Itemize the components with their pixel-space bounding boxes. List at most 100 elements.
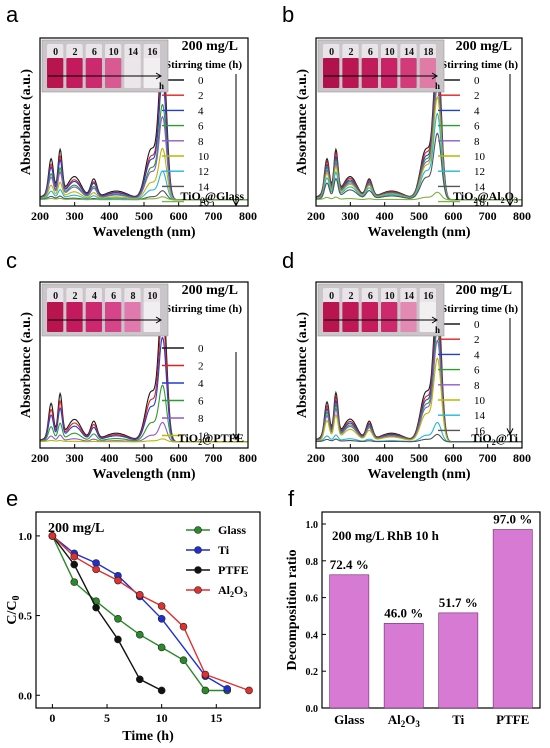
vial-liquid xyxy=(342,302,359,332)
subscript: 2 xyxy=(401,719,406,729)
data-point xyxy=(114,576,122,585)
x-category-label: Al2O3 xyxy=(388,712,421,729)
label-part: O xyxy=(405,712,415,727)
inset-vial-label: 2 xyxy=(349,291,354,302)
legend-label: 14 xyxy=(474,410,486,422)
data-point xyxy=(114,614,122,623)
x-tick-label: 500 xyxy=(410,451,428,465)
data-point xyxy=(48,532,57,540)
x-tick-label: 400 xyxy=(100,209,118,223)
legend-title: Stirring time (h) xyxy=(441,59,518,71)
y-tick-label: 0.5 xyxy=(18,611,32,623)
bar xyxy=(438,612,479,709)
bar-value-label: 46.0 % xyxy=(384,605,423,620)
label-part: O xyxy=(234,583,243,597)
x-tick-label: 300 xyxy=(341,451,359,465)
label-part: Ti xyxy=(452,712,464,727)
legend-label: 10 xyxy=(474,395,486,407)
legend-label: 10 xyxy=(198,431,210,443)
legend-label: 6 xyxy=(474,365,480,377)
vial-liquid xyxy=(381,58,398,88)
vial-liquid xyxy=(323,302,340,332)
legend-marker xyxy=(194,546,202,554)
panel-letter: e xyxy=(6,486,18,511)
inset-vial-label: 14 xyxy=(404,47,414,58)
x-tick-label: 700 xyxy=(479,451,497,465)
bar xyxy=(492,529,533,709)
legend-label: 4 xyxy=(198,105,204,117)
series-line xyxy=(51,535,163,692)
series-line xyxy=(40,438,248,443)
data-point xyxy=(179,656,188,664)
legend-label: PTFE xyxy=(218,563,249,577)
inset-vial-label: 10 xyxy=(147,291,157,302)
x-axis-label: Wavelength (nm) xyxy=(92,467,195,482)
panel-letter: b xyxy=(282,2,294,27)
legend-arrow-head xyxy=(232,199,240,207)
legend-label: 14 xyxy=(474,181,486,193)
x-tick-label: 10 xyxy=(156,711,168,725)
x-tick-label: 400 xyxy=(376,209,394,223)
label-part: Glass xyxy=(218,523,246,537)
inset-vial-label: 16 xyxy=(147,47,157,58)
inset-axis-label: h xyxy=(159,81,164,91)
substrate-label: TiO2@PTFE xyxy=(178,431,244,447)
label-part: PTFE xyxy=(496,712,529,727)
inset-vial-label: 16 xyxy=(423,291,433,302)
legend-label: 6 xyxy=(198,396,204,408)
x-tick-label: 800 xyxy=(513,451,531,465)
x-category-label: Ti xyxy=(452,712,464,727)
y-tick-label: 0.0 xyxy=(306,704,319,715)
subscript: 2 xyxy=(492,438,496,447)
vial-liquid xyxy=(419,302,436,332)
data-point xyxy=(70,560,79,569)
substrate-label: TiO2@Glass xyxy=(180,189,244,205)
annotation: 200 mg/L RhB 10 h xyxy=(332,528,440,543)
label-part: O xyxy=(505,189,514,203)
x-tick-label: 200 xyxy=(307,451,325,465)
concentration-label: 200 mg/L xyxy=(456,39,512,54)
y-tick-label: 0.0 xyxy=(18,690,32,702)
y-tick-label: 0.4 xyxy=(306,630,319,641)
legend-label: 2 xyxy=(474,334,480,346)
vial-liquid xyxy=(124,302,141,332)
x-tick-label: 800 xyxy=(239,209,257,223)
axes-frame xyxy=(35,511,261,709)
inset-arrow-head xyxy=(155,72,162,80)
vial-liquid xyxy=(66,302,83,332)
legend-title: Stirring time (h) xyxy=(441,303,518,315)
vial-liquid xyxy=(105,302,122,332)
label-part: PTFE xyxy=(218,563,249,577)
data-point xyxy=(136,630,144,639)
legend-label: 6 xyxy=(198,121,204,133)
y-tick-label: 1.0 xyxy=(18,531,32,543)
x-category-label: PTFE xyxy=(496,712,529,727)
vial-liquid xyxy=(105,58,122,88)
x-tick-label: 400 xyxy=(100,451,118,465)
legend-label: 8 xyxy=(198,413,204,425)
legend-label: Glass xyxy=(218,523,246,537)
legend-arrow-head xyxy=(506,428,514,436)
inset-vial-label: 0 xyxy=(53,291,58,302)
label-part: TiO xyxy=(180,189,200,203)
series-line xyxy=(39,115,248,201)
data-point xyxy=(157,686,166,695)
legend-label: 8 xyxy=(474,380,480,392)
panel-letter: a xyxy=(6,2,19,27)
legend-title: Stirring time (h) xyxy=(165,303,242,315)
subscript: 2 xyxy=(501,196,505,205)
y-axis-label: Absorbance (a.u.) xyxy=(19,69,34,176)
legend-arrow-head xyxy=(506,199,514,207)
legend-label: 12 xyxy=(198,166,209,178)
vial-liquid xyxy=(66,58,83,88)
x-category-label: Glass xyxy=(334,712,364,727)
inset-vial-label: 4 xyxy=(92,291,97,302)
y-axis-label: Absorbance (a.u.) xyxy=(19,312,34,419)
inset-vial-label: 0 xyxy=(329,291,334,302)
subscript: 0 xyxy=(11,595,22,600)
label-part: @Ti xyxy=(496,431,519,445)
inset-vial-label: 10 xyxy=(109,47,119,58)
legend-label: 12 xyxy=(474,166,485,178)
